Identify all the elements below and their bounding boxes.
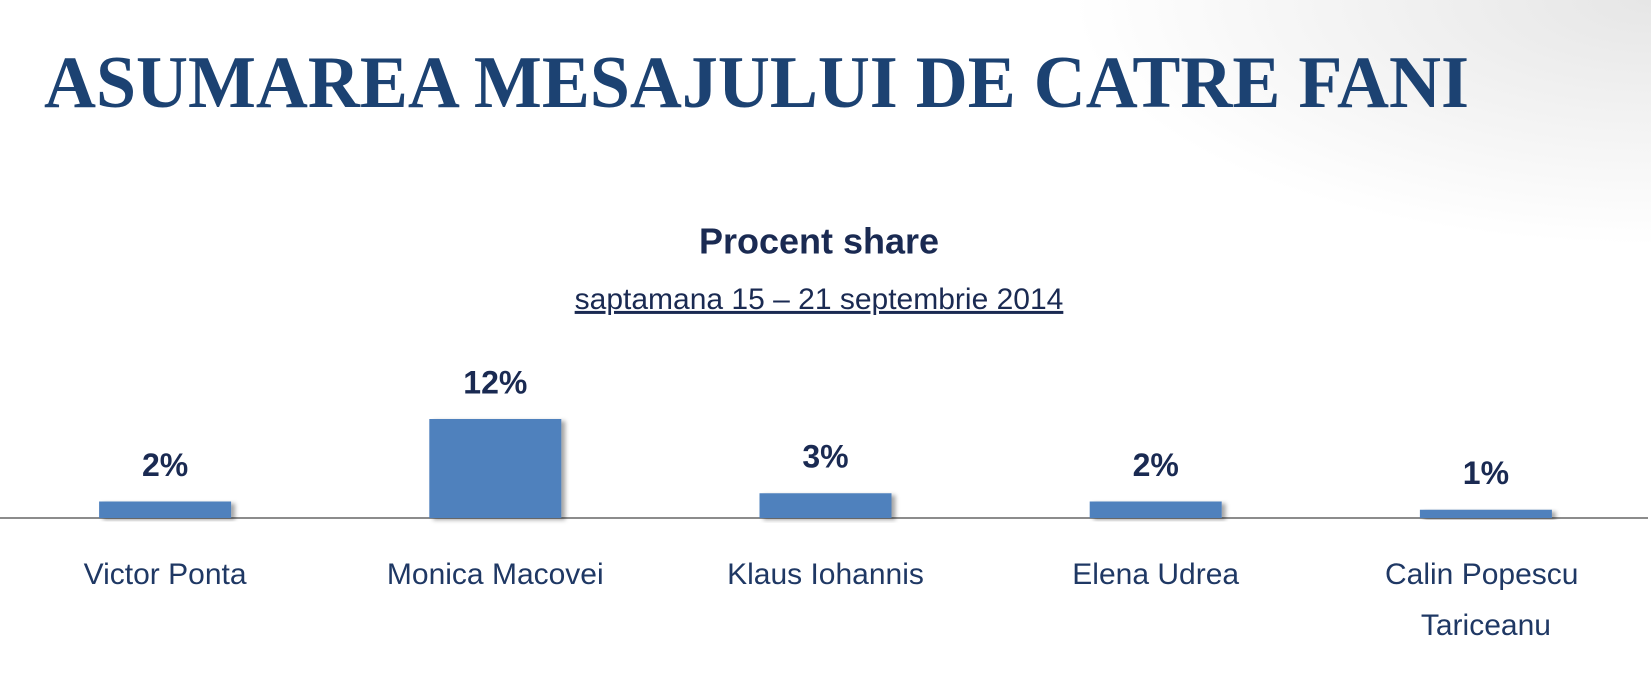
value-label: 12%	[463, 364, 527, 400]
bar	[1089, 501, 1222, 518]
x-tick-label: Elena Udrea	[1072, 558, 1239, 591]
x-tick-label: Victor Ponta	[84, 558, 247, 591]
value-label: 2%	[1133, 447, 1179, 483]
chart-title: Procent share	[699, 221, 939, 262]
bar	[429, 419, 562, 518]
value-label: 3%	[802, 439, 848, 475]
bar	[1419, 509, 1552, 518]
bar	[99, 501, 232, 518]
value-label: 1%	[1463, 455, 1509, 491]
slide-title: ASUMAREA MESAJULUI DE CATRE FANI	[44, 42, 1469, 124]
x-tick-label: Klaus Iohannis	[727, 558, 924, 591]
value-label: 2%	[142, 447, 188, 483]
bar	[759, 493, 892, 518]
x-tick-label: Calin Popescu Tariceanu	[1385, 558, 1587, 642]
x-tick-label: Monica Macovei	[387, 558, 604, 591]
chart-subtitle: saptamana 15 – 21 septembrie 2014	[575, 283, 1064, 316]
